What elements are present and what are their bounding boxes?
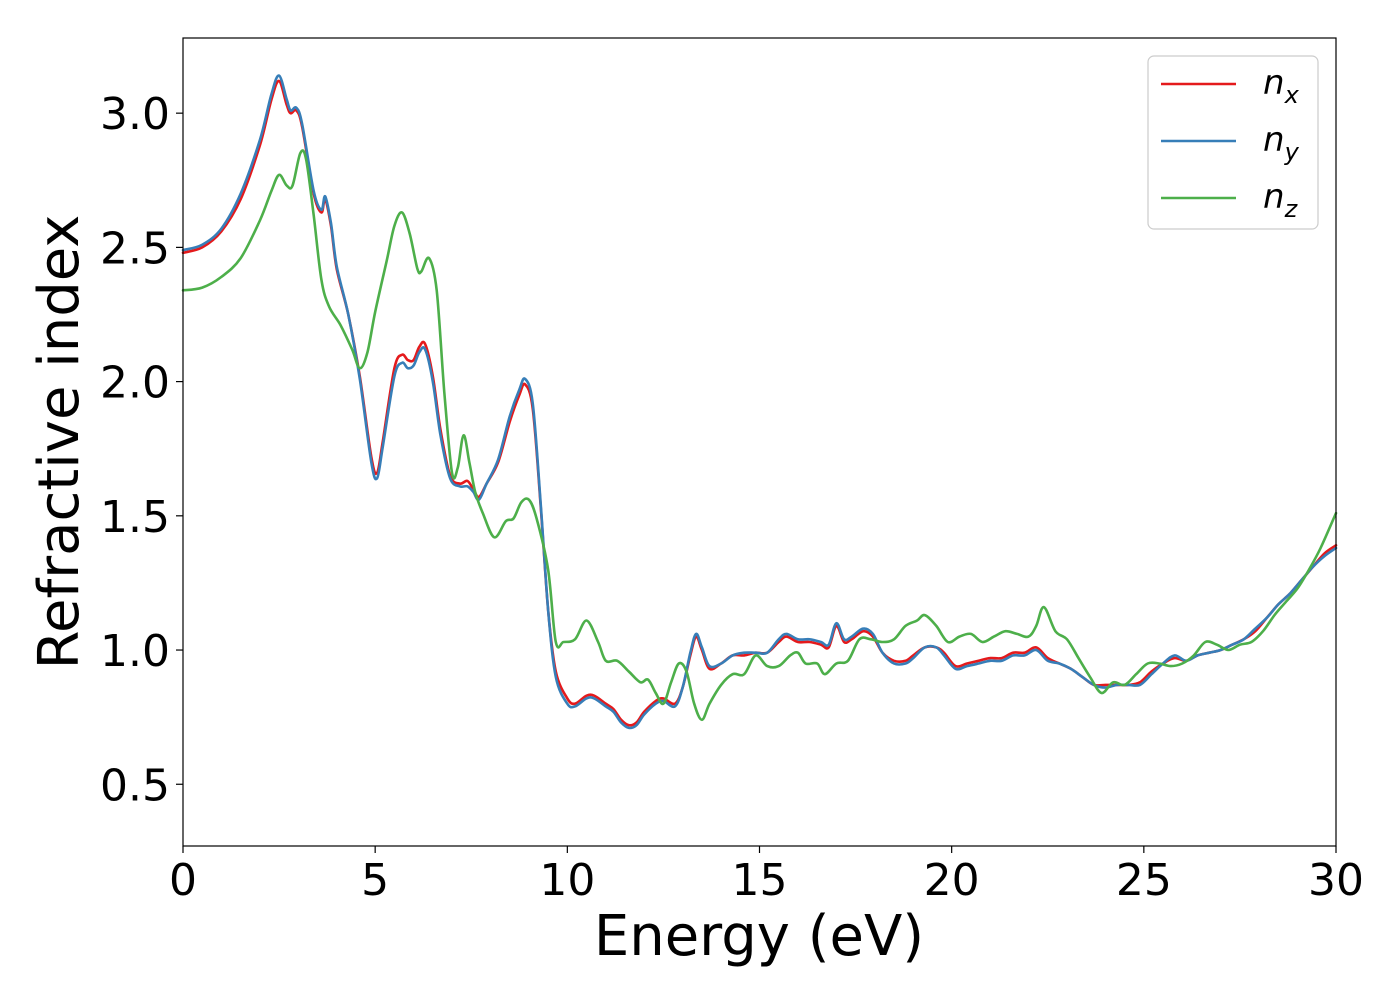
x-tick-label: 30: [1308, 855, 1364, 906]
series-lines: [181, 74, 1338, 730]
legend: nx ny nz: [1147, 55, 1319, 230]
x-axis-label: Energy (eV): [594, 904, 924, 969]
y-tick-label: 3.0: [100, 89, 170, 140]
y-tick-label: 2.5: [100, 223, 170, 274]
x-tick-label: 20: [924, 855, 980, 906]
x-tick-label: 15: [732, 855, 788, 906]
series-line-z: [181, 149, 1338, 722]
x-tick-label: 5: [361, 855, 389, 906]
y-axis-ticks: 0.5 1.0 1.5 2.0 2.5 3.0: [100, 89, 183, 811]
x-axis-ticks: 0 5 10 15 20 25 30: [169, 846, 1364, 906]
legend-box: [1147, 55, 1319, 230]
y-tick-label: 2.0: [100, 358, 170, 409]
y-tick-label: 0.5: [100, 760, 170, 811]
y-tick-label: 1.5: [100, 492, 170, 543]
x-tick-label: 0: [169, 855, 197, 906]
x-tick-label: 25: [1116, 855, 1172, 906]
legend-label-x: nx: [1263, 63, 1300, 109]
y-tick-label: 1.0: [100, 626, 170, 677]
x-tick-label: 10: [539, 855, 595, 906]
legend-label-y: ny: [1263, 120, 1300, 166]
y-axis-label: Refractive index: [27, 215, 92, 670]
legend-label-z: nz: [1263, 177, 1299, 223]
